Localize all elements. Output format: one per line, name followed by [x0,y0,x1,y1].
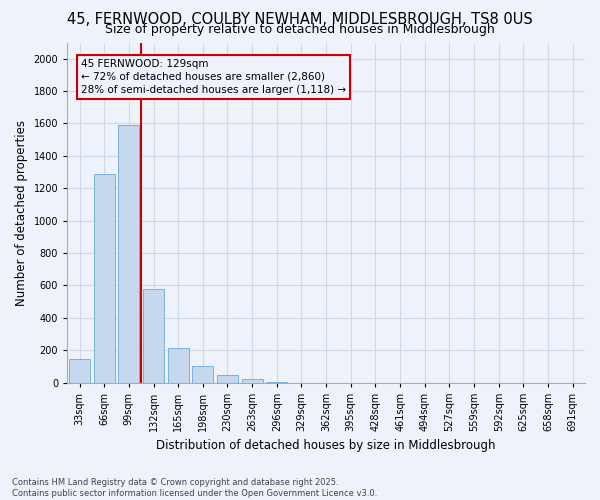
Bar [167,348,188,382]
Text: 45 FERNWOOD: 129sqm
← 72% of detached houses are smaller (2,860)
28% of semi-det: 45 FERNWOOD: 129sqm ← 72% of detached ho… [81,58,346,95]
Text: Size of property relative to detached houses in Middlesbrough: Size of property relative to detached ho… [105,22,495,36]
Bar [193,366,213,382]
Bar [118,125,139,382]
Bar [242,380,263,382]
Bar [143,288,164,382]
Y-axis label: Number of detached properties: Number of detached properties [15,120,28,306]
Text: 45, FERNWOOD, COULBY NEWHAM, MIDDLESBROUGH, TS8 0US: 45, FERNWOOD, COULBY NEWHAM, MIDDLESBROU… [67,12,533,28]
Bar [217,374,238,382]
Bar [94,174,115,382]
Text: Contains HM Land Registry data © Crown copyright and database right 2025.
Contai: Contains HM Land Registry data © Crown c… [12,478,377,498]
Bar [69,359,90,382]
X-axis label: Distribution of detached houses by size in Middlesbrough: Distribution of detached houses by size … [157,440,496,452]
